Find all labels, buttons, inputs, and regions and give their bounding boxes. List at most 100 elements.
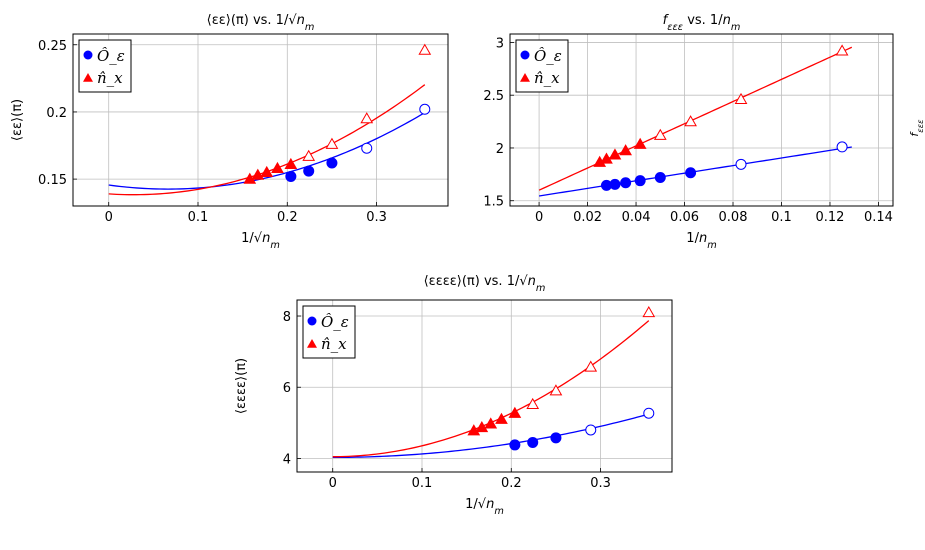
legend-entry: Ô_ε [97,47,125,65]
y-tick-label: 4 [283,452,291,467]
legend-marker-circle [520,50,530,60]
y-axis-label: ⟨εε⟩(π) [10,99,25,141]
data-point-filled [475,420,489,433]
legend-marker-triangle [307,339,317,348]
data-point-filled [251,168,265,180]
data-point-open [418,43,432,55]
data-point-filled [654,172,666,184]
series-red [332,305,656,458]
legend-marker-circle [307,316,317,326]
y-tick-label: 8 [283,310,291,325]
series-red [538,44,853,191]
legend-entry: n̂_x [321,335,347,353]
legend-entry: n̂_x [534,69,560,87]
y-axis-label: ⟨εεεε⟩(π) [234,358,249,414]
x-axis-label: 1/nm​ [686,231,716,251]
x-tick-label: 0.3 [590,476,611,491]
data-point-filled [685,167,697,179]
x-tick-label: 0 [329,476,337,491]
y-tick-label: 1.5 [483,195,504,210]
data-point-open [325,137,339,149]
data-point-filled [608,148,622,160]
data-point-open [836,141,848,153]
data-point-filled [619,144,632,156]
series-blue [108,103,431,190]
legend: Ô_ε n̂_x [302,305,356,359]
chart-eeee: ⟨εεεε⟩(π) vs. 1/√nm​ 0 0.1 0.2 0.3 4 6 8 1/√nm​ ⟨… [234,274,673,517]
x-tick-label: 0.02 [573,210,602,225]
data-point-open [584,360,598,372]
x-tick-label: 0.1 [188,210,209,225]
series-blue [538,141,852,197]
x-tick-label: 0.12 [815,210,844,225]
data-point-filled [260,165,274,178]
x-tick-label: 0 [105,210,113,225]
legend: Ô_ε n̂_x [515,39,569,93]
data-point-filled [633,137,647,149]
x-tick-label: 0.08 [719,210,748,225]
data-point-filled [271,161,284,173]
series-blue [332,407,655,459]
data-point-open [835,44,849,56]
data-point-filled [326,157,338,169]
x-tick-label: 0.1 [412,476,433,491]
data-point-filled [467,424,481,436]
side-axis-label: fεεε​ [908,119,925,137]
data-point-open [549,384,563,396]
data-point-filled [634,175,646,187]
x-tick-label: 0.1 [771,210,792,225]
legend-marker-triangle [520,73,530,82]
data-point-open [735,158,747,170]
y-tick-label: 3 [496,36,504,51]
data-point-open [684,115,697,127]
y-tick-label: 0.15 [38,173,67,188]
x-tick-label: 0.06 [670,210,699,225]
plot-area [538,44,853,197]
chart-title: ⟨εεεε⟩(π) vs. 1/√nm​ [424,274,546,294]
legend-entry: n̂_x [97,69,123,87]
x-tick-label: 0.14 [864,210,893,225]
plot-frame [72,33,449,207]
x-axis-label: 1/√nm​ [241,231,280,251]
legend-entry: Ô_ε [534,47,562,65]
data-point-open [734,92,748,105]
data-point-open [643,407,655,419]
data-point-filled [550,432,562,444]
data-point-filled [284,157,298,169]
data-point-filled [484,417,498,429]
data-point-filled [508,406,522,418]
x-tick-label: 0.2 [277,210,298,225]
x-tick-label: 0.3 [366,210,387,225]
plot-area [332,305,656,459]
data-point-filled [495,412,508,424]
y-tick-label: 2.5 [483,89,504,104]
data-point-open [419,103,431,115]
chart-title: fεεε​ vs. 1/nm​ [663,13,741,33]
x-axis-label: 1/√nm​ [465,497,504,517]
data-point-open [302,149,316,161]
legend-entry: Ô_ε [321,313,349,331]
plot-frame [509,33,894,207]
legend: Ô_ε n̂_x [78,39,132,93]
y-tick-label: 0.2 [46,106,67,121]
y-tick-label: 0.25 [38,39,67,54]
plot-area [108,43,432,196]
fit-line [332,413,649,459]
data-point-filled [620,177,632,189]
fit-line [108,112,426,190]
legend-box [302,305,356,359]
data-point-filled [527,436,539,448]
chart-ee: ⟨εε⟩(π) vs. 1/√nm​ 0 0.1 0.2 0.3 0.15 0.2 0.25 1… [10,13,449,251]
chart-eee: fεεε​ vs. 1/nm​ 0 0.02 0.04 0.06 0.08 0.1 0.12 0… [483,13,894,251]
series-red [108,43,432,196]
chart-title: ⟨εε⟩(π) vs. 1/√nm​ [207,13,315,33]
data-point-filled [509,439,521,451]
data-point-filled [303,165,315,177]
x-tick-label: 0 [535,210,543,225]
data-point-filled [285,170,297,182]
data-point-open [360,112,374,124]
legend-marker-triangle [83,73,93,82]
fit-line [332,320,650,458]
x-tick-label: 0.04 [622,210,651,225]
data-point-open [526,397,540,409]
